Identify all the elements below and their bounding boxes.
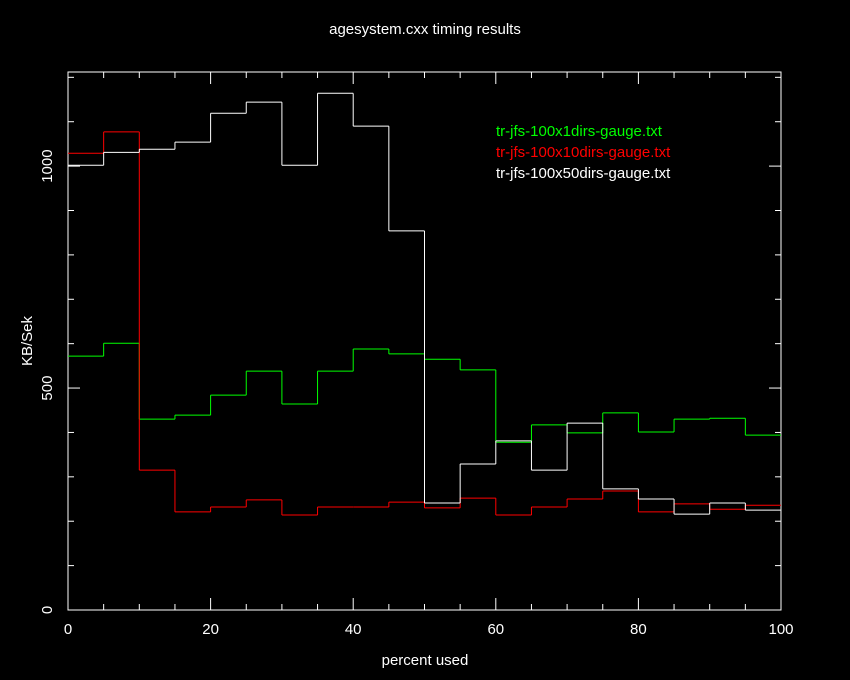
x-tick-label: 40 bbox=[345, 621, 362, 638]
chart-title: agesystem.cxx timing results bbox=[329, 21, 521, 38]
legend-entry: tr-jfs-100x50dirs-gauge.txt bbox=[496, 165, 671, 182]
y-tick-label: 1000 bbox=[39, 149, 56, 182]
legend-entry: tr-jfs-100x1dirs-gauge.txt bbox=[496, 123, 663, 140]
y-tick-label: 0 bbox=[39, 606, 56, 614]
y-axis-label: KB/Sek bbox=[19, 315, 36, 366]
x-tick-label: 100 bbox=[768, 621, 793, 638]
x-tick-label: 60 bbox=[487, 621, 504, 638]
x-axis-label: percent used bbox=[382, 652, 469, 669]
x-tick-label: 0 bbox=[64, 621, 72, 638]
y-tick-label: 500 bbox=[39, 376, 56, 401]
x-tick-label: 20 bbox=[202, 621, 219, 638]
legend-entry: tr-jfs-100x10dirs-gauge.txt bbox=[496, 144, 671, 161]
x-tick-label: 80 bbox=[630, 621, 647, 638]
